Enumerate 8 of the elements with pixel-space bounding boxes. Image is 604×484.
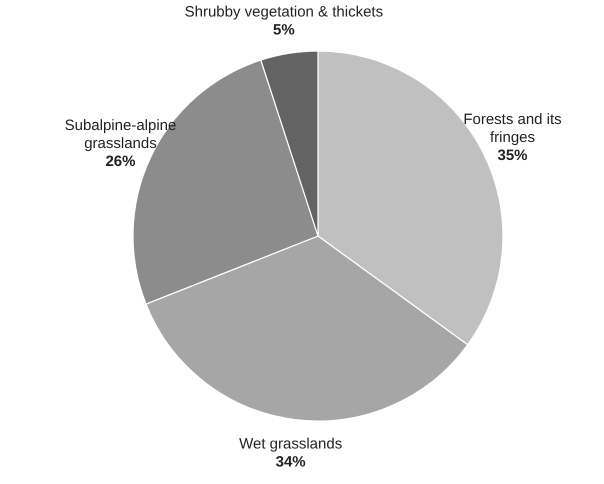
slice-label: Shrubby vegetation & thickets (184, 3, 384, 20)
slice-label: Wet grasslands (239, 436, 342, 453)
data-label: 34% (276, 454, 306, 471)
data-label: 5% (273, 21, 295, 38)
slice-label: Forests and its fringes (463, 110, 562, 146)
data-label: 26% (105, 153, 136, 170)
data-label: 35% (497, 146, 528, 164)
slice-label: Subalpine-alpine grasslands (64, 117, 176, 152)
